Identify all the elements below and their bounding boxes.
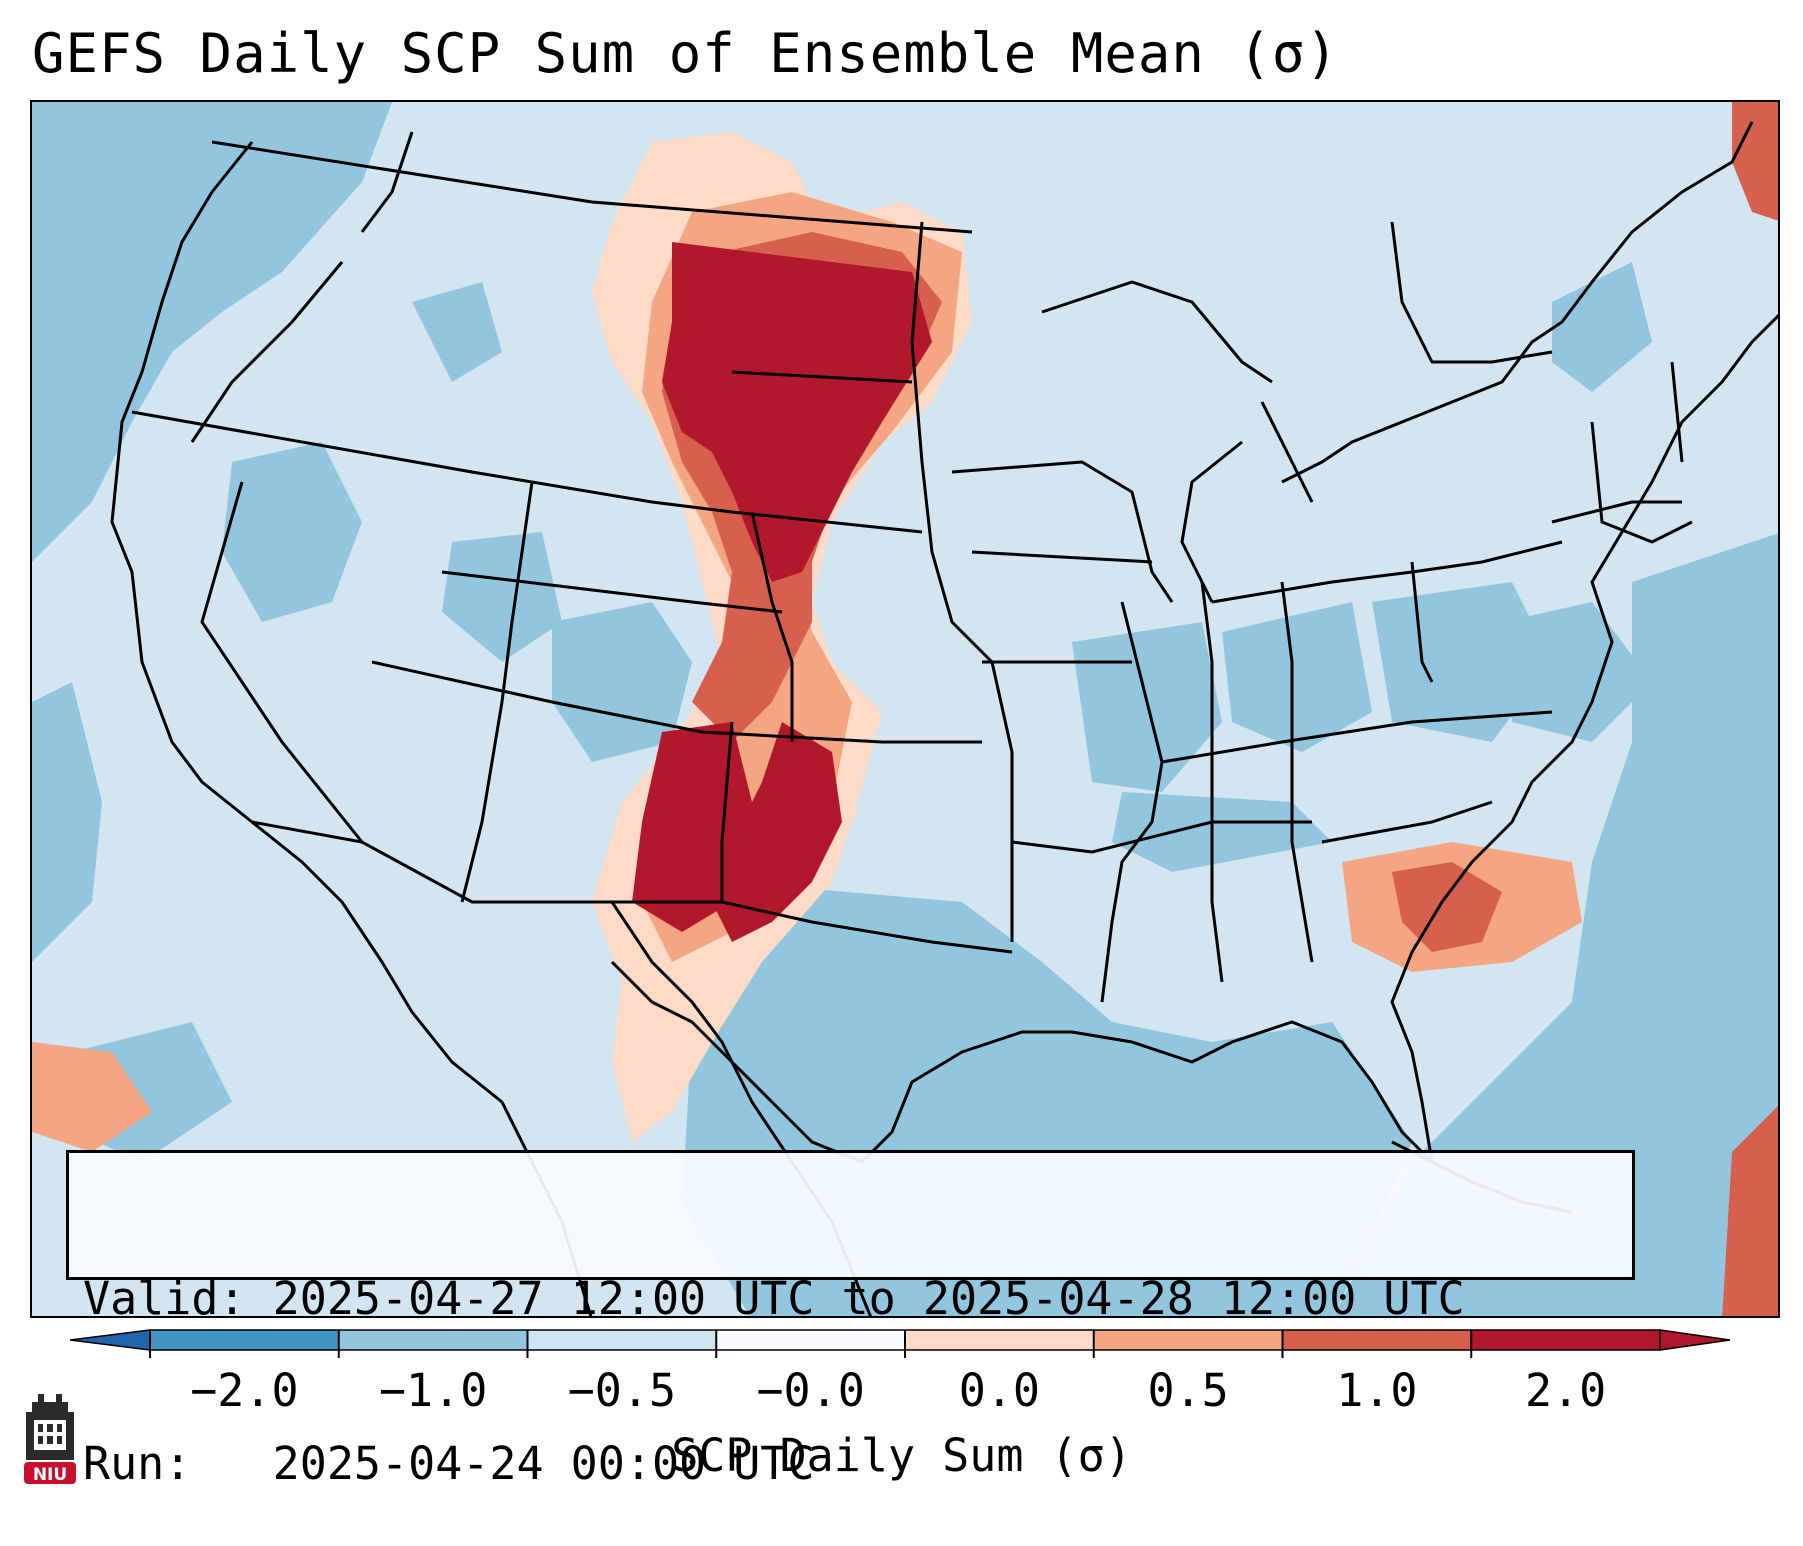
colorbar-segment xyxy=(716,1330,905,1350)
validity-info-box: Valid: 2025-04-27 12:00 UTC to 2025-04-2… xyxy=(66,1150,1635,1490)
niu-logo-icon: NIU xyxy=(24,1394,76,1485)
colorbar-segment xyxy=(1282,1330,1472,1350)
scp-map xyxy=(32,102,1778,1316)
run-time-text: Run: 2025-04-24 00:00 UTC xyxy=(83,1437,815,1490)
colorbar-segment xyxy=(527,1330,717,1350)
valid-time-text: Valid: 2025-04-27 12:00 UTC to 2025-04-2… xyxy=(83,1272,1465,1325)
page-title: GEFS Daily SCP Sum of Ensemble Mean (σ) xyxy=(32,22,1339,85)
colorbar-segment xyxy=(150,1330,339,1350)
colorbar-segment xyxy=(905,1330,1094,1350)
colorbar-segment xyxy=(1093,1330,1283,1350)
svg-text:NIU: NIU xyxy=(33,1465,67,1485)
coastline-and-state-borders xyxy=(110,121,1778,1316)
map-panel xyxy=(30,100,1780,1318)
colorbar-segment xyxy=(1471,1330,1660,1350)
colorbar-label: SCP Daily Sum (σ) xyxy=(671,1429,1132,1482)
positive-scp-areas xyxy=(32,102,1778,1316)
colorbar-extend-low xyxy=(70,1329,151,1351)
colorbar xyxy=(70,1329,1730,1358)
colorbar-segment xyxy=(338,1330,528,1350)
colorbar-extend-high xyxy=(1659,1329,1730,1351)
